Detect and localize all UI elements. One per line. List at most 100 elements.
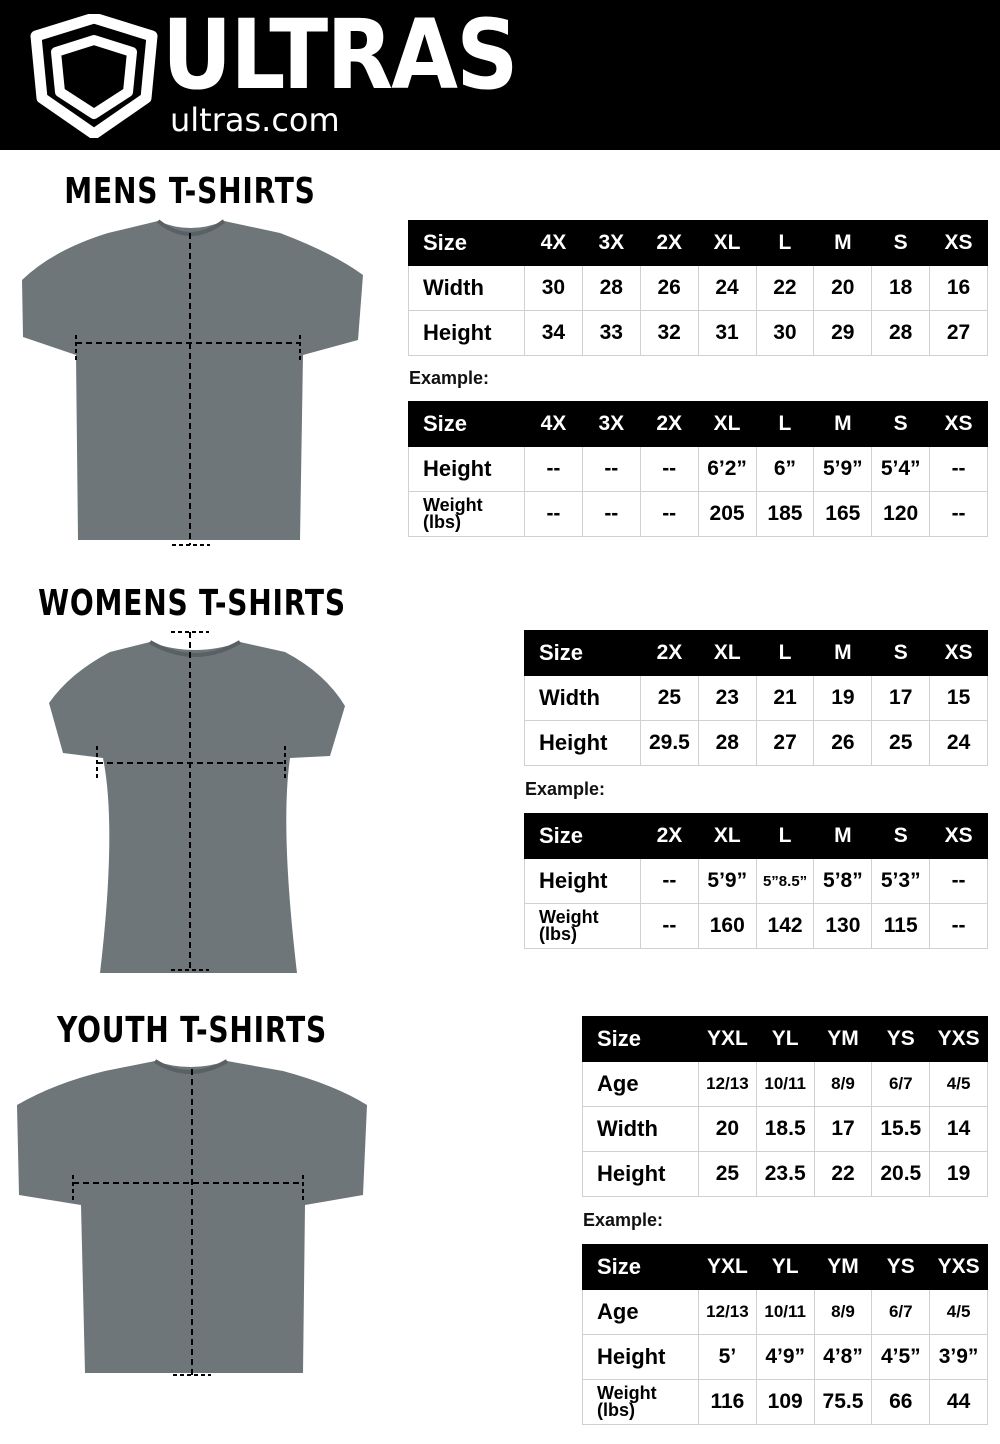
table-cell: 34: [524, 310, 583, 356]
table-cell: 142: [755, 903, 815, 949]
table-header-row: Size 4X 3X 2X XL L M S XS: [408, 401, 988, 447]
table-cell: 4’9”: [755, 1334, 815, 1380]
row-label: Size: [524, 630, 641, 676]
size-header-cell: M: [813, 630, 873, 676]
size-header-cell: 2X: [640, 630, 699, 676]
ultras-shield-logo-icon: [30, 14, 158, 138]
row-label: Weight (lbs): [582, 1379, 699, 1425]
row-label: Height: [408, 310, 525, 356]
table-cell: 8/9: [813, 1289, 873, 1335]
womens-example-label: Example:: [525, 779, 606, 799]
size-header-cell: YM: [813, 1244, 873, 1290]
table-cell: 75.5: [813, 1379, 873, 1425]
table-cell: --: [639, 446, 699, 492]
table-cell: 22: [755, 265, 815, 311]
size-header-cell: L: [755, 813, 815, 859]
size-header-cell: 2X: [640, 813, 699, 859]
table-cell: 14: [929, 1106, 988, 1152]
table-cell: 5’4”: [871, 446, 931, 492]
size-header-cell: XS: [929, 401, 988, 447]
size-header-cell: YXL: [698, 1016, 757, 1062]
table-cell: 4/5: [929, 1061, 988, 1107]
size-header-cell: YM: [813, 1016, 873, 1062]
table-cell: 21: [755, 675, 815, 721]
table-cell: 18.5: [755, 1106, 815, 1152]
mens-example-label: Example:: [409, 368, 490, 388]
table-row: Height -- 5’9” 5”8.5” 5’8” 5’3” --: [524, 858, 988, 904]
row-label: Size: [408, 220, 525, 266]
table-cell: 26: [813, 720, 873, 766]
table-cell: 4’5”: [871, 1334, 931, 1380]
table-cell: 29.5: [640, 720, 699, 766]
row-label: Width: [524, 675, 641, 721]
table-cell: 32: [639, 310, 699, 356]
table-cell: 66: [871, 1379, 931, 1425]
mens-title: MENS T-SHIRTS: [64, 171, 316, 212]
row-label: Width: [408, 265, 525, 311]
table-cell: 6”: [755, 446, 815, 492]
size-header-cell: XL: [697, 813, 757, 859]
size-header-cell: 2X: [639, 220, 699, 266]
table-row: Height 5’ 4’9” 4’8” 4’5” 3’9”: [582, 1334, 988, 1380]
table-cell: --: [524, 491, 583, 537]
youth-tshirt-image: [17, 1059, 367, 1376]
table-cell: --: [639, 491, 699, 537]
size-header-cell: YL: [755, 1244, 815, 1290]
table-cell: 25: [698, 1151, 757, 1197]
table-cell: 5’8”: [813, 858, 873, 904]
table-header-row: Size YXL YL YM YS YXS: [582, 1016, 988, 1062]
table-cell: 116: [698, 1379, 757, 1425]
size-header-cell: YXL: [698, 1244, 757, 1290]
table-cell: --: [581, 491, 641, 537]
table-cell: 5’3”: [871, 858, 931, 904]
table-cell: 115: [871, 903, 931, 949]
table-cell: 8/9: [813, 1061, 873, 1107]
header-banner: ULTRAS ultras.com: [0, 0, 1000, 150]
row-label: Size: [582, 1244, 699, 1290]
table-header-row: Size 2X XL L M S XS: [524, 630, 988, 676]
table-cell: --: [929, 446, 988, 492]
table-cell: 31: [697, 310, 757, 356]
size-header-cell: YXS: [929, 1244, 988, 1290]
size-header-cell: S: [871, 630, 931, 676]
table-cell: 20: [813, 265, 873, 311]
row-label: Height: [408, 446, 525, 492]
row-label: Size: [408, 401, 525, 447]
table-cell: 19: [813, 675, 873, 721]
size-header-cell: XL: [697, 220, 757, 266]
table-cell: 29: [813, 310, 873, 356]
table-cell: --: [524, 446, 583, 492]
row-label: Age: [582, 1289, 699, 1335]
table-cell: 28: [871, 310, 931, 356]
table-cell: --: [929, 858, 988, 904]
table-header-row: Size 4X 3X 2X XL L M S XS: [408, 220, 988, 266]
size-header-cell: YS: [871, 1244, 931, 1290]
table-cell: 19: [929, 1151, 988, 1197]
size-header-cell: 3X: [581, 220, 641, 266]
table-cell: 24: [929, 720, 988, 766]
size-header-cell: 3X: [581, 401, 641, 447]
table-cell: 44: [929, 1379, 988, 1425]
womens-example-table: Size 2X XL L M S XS Height -- 5’9” 5”8.5” 5’8” 5’3” -…: [524, 813, 988, 949]
row-label: Weight (lbs): [524, 903, 641, 949]
table-row: Weight (lbs) -- -- -- 205 185 165 120 --: [408, 491, 988, 537]
table-cell: 4/5: [929, 1289, 988, 1335]
size-header-cell: L: [755, 401, 815, 447]
table-cell: --: [581, 446, 641, 492]
size-header-cell: XL: [697, 630, 757, 676]
table-cell: 17: [813, 1106, 873, 1152]
table-cell: 23.5: [755, 1151, 815, 1197]
brand-url: ultras.com: [170, 101, 340, 139]
size-header-cell: M: [813, 220, 873, 266]
size-header-cell: XS: [929, 220, 988, 266]
table-row: Age 12/13 10/11 8/9 6/7 4/5: [582, 1061, 988, 1107]
table-cell: 10/11: [755, 1061, 815, 1107]
table-cell: 10/11: [755, 1289, 815, 1335]
table-cell: 12/13: [698, 1289, 757, 1335]
size-header-cell: XS: [929, 630, 988, 676]
row-label: Age: [582, 1061, 699, 1107]
table-cell: 30: [524, 265, 583, 311]
table-cell: 27: [929, 310, 988, 356]
table-row: Height 29.5 28 27 26 25 24: [524, 720, 988, 766]
table-cell: 24: [697, 265, 757, 311]
